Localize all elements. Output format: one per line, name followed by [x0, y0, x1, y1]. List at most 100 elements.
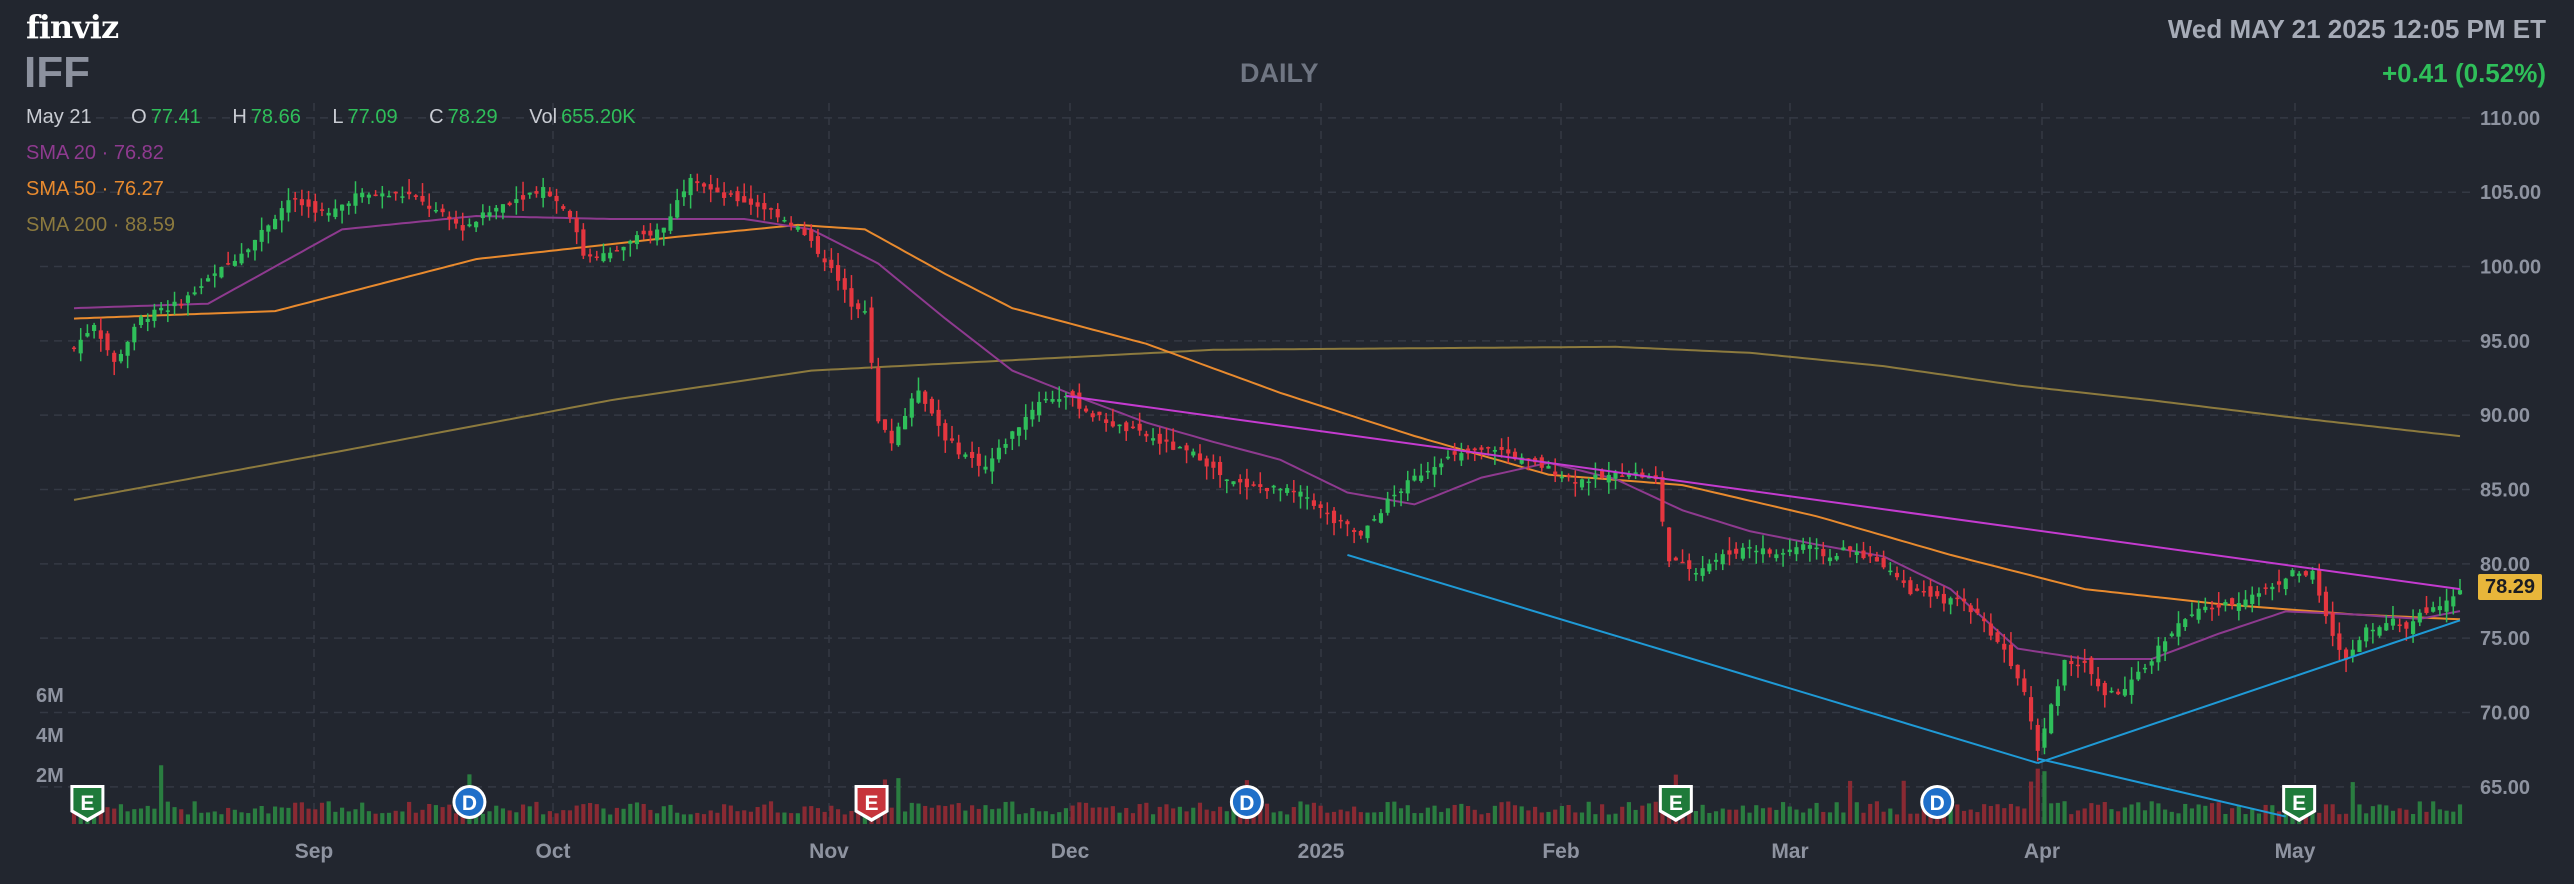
- candle-body: [1479, 447, 1484, 450]
- volume-bar: [1224, 811, 1229, 824]
- candle-body: [1854, 551, 1859, 555]
- candle-body: [1955, 597, 1960, 600]
- candle-body: [1144, 433, 1149, 437]
- candle-body: [1445, 456, 1451, 459]
- volume-bar: [822, 811, 827, 824]
- candle-body: [1352, 530, 1357, 533]
- candle-body: [514, 199, 519, 204]
- candle-body: [1291, 490, 1296, 493]
- volume-bar: [232, 809, 237, 824]
- volume-bar: [1626, 802, 1631, 824]
- candle-body: [983, 466, 988, 470]
- candle-body: [601, 253, 606, 262]
- volume-bar: [373, 813, 378, 824]
- volume-bar: [554, 813, 559, 824]
- volume-bar: [1345, 811, 1350, 824]
- sma20-legend[interactable]: SMA 20 · 76.82: [26, 142, 164, 164]
- event-marker-label: D: [1239, 792, 1254, 815]
- volume-bar: [98, 812, 103, 824]
- volume-bar: [2156, 803, 2161, 824]
- volume-bar: [976, 808, 981, 824]
- volume-bar: [2216, 802, 2221, 824]
- volume-bar: [507, 810, 512, 824]
- volume-bar: [346, 811, 351, 824]
- volume-bar: [655, 813, 660, 824]
- candle-body: [1204, 458, 1209, 467]
- candle-body: [1218, 461, 1223, 476]
- candle-body: [2116, 691, 2121, 695]
- volume-bar: [152, 808, 157, 824]
- volume-bar: [1908, 813, 1913, 824]
- volume-bar: [1298, 801, 1303, 824]
- sma200-legend[interactable]: SMA 200 · 88.59: [26, 214, 176, 236]
- volume-bar: [621, 808, 626, 824]
- sma50-legend[interactable]: SMA 50 · 76.27: [26, 178, 164, 200]
- candle-body: [2330, 612, 2335, 636]
- volume-bar: [2049, 803, 2054, 824]
- volume-bar: [842, 814, 847, 824]
- finviz-logo[interactable]: finviz: [26, 8, 119, 46]
- candle-body: [480, 212, 485, 219]
- candle-body: [2290, 570, 2295, 577]
- volume-bar: [1901, 780, 1906, 824]
- candle-body: [1734, 548, 1739, 554]
- volume-bar: [420, 809, 425, 824]
- candle-body: [440, 208, 445, 213]
- volume-bar: [1177, 806, 1182, 824]
- candle-body: [1298, 491, 1303, 497]
- candle-body: [1727, 550, 1732, 555]
- candle-body: [1512, 451, 1518, 460]
- candle-body: [2189, 614, 2194, 616]
- candlesticks[interactable]: [71, 173, 2463, 762]
- volume-bar: [1834, 802, 1839, 824]
- volume-bar: [1191, 807, 1196, 824]
- candle-body: [2203, 606, 2208, 611]
- candle-body: [722, 192, 727, 198]
- volume-bar: [427, 803, 432, 824]
- candle-body: [212, 273, 217, 276]
- candle-body: [159, 307, 164, 311]
- volume-bar: [239, 812, 244, 824]
- candle-body: [1070, 391, 1075, 398]
- volume-bar: [1713, 811, 1719, 824]
- candle-body: [661, 227, 666, 233]
- volume-bar: [2109, 809, 2114, 824]
- candle-body: [132, 326, 137, 343]
- volume-bar: [1124, 807, 1129, 824]
- volume-bar: [1868, 803, 1873, 824]
- candle-body: [246, 249, 251, 253]
- candle-body: [909, 398, 914, 418]
- candle-body: [1720, 554, 1725, 565]
- candle-body: [675, 200, 680, 218]
- volume-bar: [172, 807, 177, 824]
- candle-body: [2370, 629, 2375, 632]
- candle-body: [2451, 596, 2456, 607]
- volume-bar: [2323, 804, 2329, 824]
- candle-body: [2089, 657, 2094, 675]
- candle-body: [92, 324, 97, 331]
- volume-bar: [2149, 801, 2154, 824]
- candle-body: [1425, 470, 1430, 473]
- candle-body: [1191, 451, 1196, 456]
- candle-body: [333, 208, 338, 217]
- volume-bar: [1412, 813, 1417, 824]
- candle-body: [1894, 572, 1900, 578]
- volume-bar: [1305, 804, 1310, 824]
- candle-body: [71, 347, 77, 350]
- candle-body: [433, 209, 438, 212]
- volume-bar: [936, 805, 941, 824]
- volume-bar: [192, 801, 197, 824]
- volume-bar: [782, 812, 787, 824]
- volume-bar: [1479, 814, 1484, 824]
- volume-bar: [1492, 805, 1497, 824]
- trendlines[interactable]: [1065, 394, 2461, 818]
- volume-bar: [1928, 812, 1933, 824]
- candle-body: [1600, 470, 1605, 478]
- candle-body: [2042, 728, 2047, 748]
- candle-body: [1037, 401, 1042, 416]
- volume-bar: [1445, 808, 1451, 824]
- volume-bar: [970, 805, 975, 824]
- candle-body: [1908, 580, 1913, 595]
